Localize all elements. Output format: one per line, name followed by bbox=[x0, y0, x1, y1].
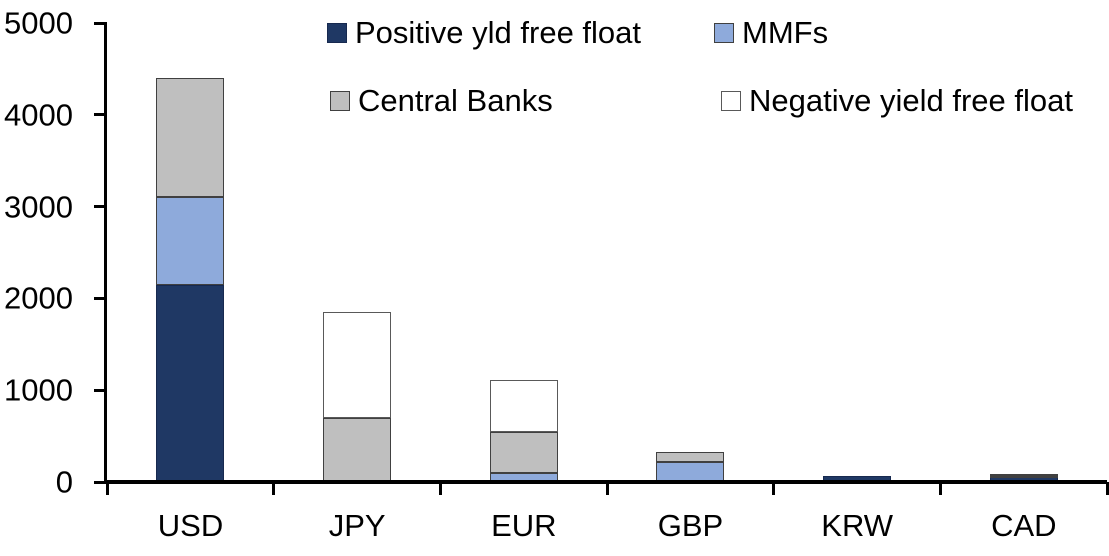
x-axis-line bbox=[104, 480, 1107, 484]
x-axis-category-label-gbp: GBP bbox=[657, 508, 724, 543]
legend-item-central-banks: Central Banks bbox=[330, 81, 553, 121]
x-axis-tick bbox=[272, 482, 276, 495]
y-axis-tick-label: 0 bbox=[55, 464, 73, 500]
bar-segment-usd-positive-yld-free-float bbox=[156, 284, 225, 482]
x-axis-category-label-eur: EUR bbox=[491, 508, 557, 543]
y-axis-tick bbox=[94, 480, 107, 484]
bar-segment-gbp-mmfs bbox=[656, 461, 725, 482]
legend-label-central-banks: Central Banks bbox=[358, 83, 553, 118]
legend-label-mmfs: MMFs bbox=[742, 15, 829, 50]
legend-label-positive-yld-free-float: Positive yld free float bbox=[355, 15, 642, 50]
bar-segment-cad-central-banks bbox=[989, 473, 1058, 477]
y-axis-tick-label: 1000 bbox=[4, 372, 73, 408]
legend-marker-negative-yield-free-float bbox=[721, 91, 741, 111]
legend-marker-positive-yld-free-float bbox=[327, 23, 347, 43]
y-axis-tick-label: 3000 bbox=[4, 189, 73, 225]
bar-segment-jpy-central-banks bbox=[323, 417, 391, 482]
x-axis-tick bbox=[438, 482, 442, 495]
bar-segment-gbp-central-banks bbox=[656, 451, 725, 462]
x-axis-category-label-jpy: JPY bbox=[328, 508, 386, 543]
bar-segment-eur-central-banks bbox=[489, 432, 558, 473]
y-axis-tick bbox=[94, 205, 107, 209]
legend-item-negative-yield-free-float: Negative yield free float bbox=[721, 81, 1073, 121]
x-axis-category-label-usd: USD bbox=[157, 508, 224, 543]
x-axis-tick bbox=[1105, 482, 1109, 495]
x-axis-tick bbox=[605, 482, 609, 495]
y-axis-tick bbox=[94, 113, 107, 117]
x-axis-tick bbox=[105, 482, 109, 495]
y-axis-tick-label: 2000 bbox=[4, 280, 73, 316]
y-axis-tick bbox=[94, 296, 107, 300]
bar-segment-jpy-negative-yield-free-float bbox=[323, 312, 391, 418]
x-axis-tick bbox=[772, 482, 776, 495]
x-axis-category-label-krw: KRW bbox=[821, 508, 894, 543]
bar-segment-usd-central-banks bbox=[156, 78, 225, 198]
legend-item-mmfs: MMFs bbox=[714, 13, 828, 53]
x-axis-tick bbox=[938, 482, 942, 495]
legend-label-negative-yield-free-float: Negative yield free float bbox=[749, 83, 1073, 118]
x-axis-category-label-cad: CAD bbox=[991, 508, 1057, 543]
bar-segment-eur-negative-yield-free-float bbox=[489, 380, 558, 433]
bar-segment-usd-mmfs bbox=[156, 197, 225, 285]
y-axis-tick-label: 4000 bbox=[4, 97, 73, 133]
bar-segment-cad-mmfs bbox=[989, 476, 1058, 479]
legend-marker-central-banks bbox=[330, 91, 350, 111]
y-axis-tick bbox=[94, 21, 107, 25]
y-axis-tick bbox=[94, 388, 107, 392]
legend-item-positive-yld-free-float: Positive yld free float bbox=[327, 13, 641, 53]
legend-marker-mmfs bbox=[714, 23, 734, 43]
y-axis-line bbox=[104, 22, 107, 484]
y-axis-tick-label: 5000 bbox=[4, 5, 73, 41]
